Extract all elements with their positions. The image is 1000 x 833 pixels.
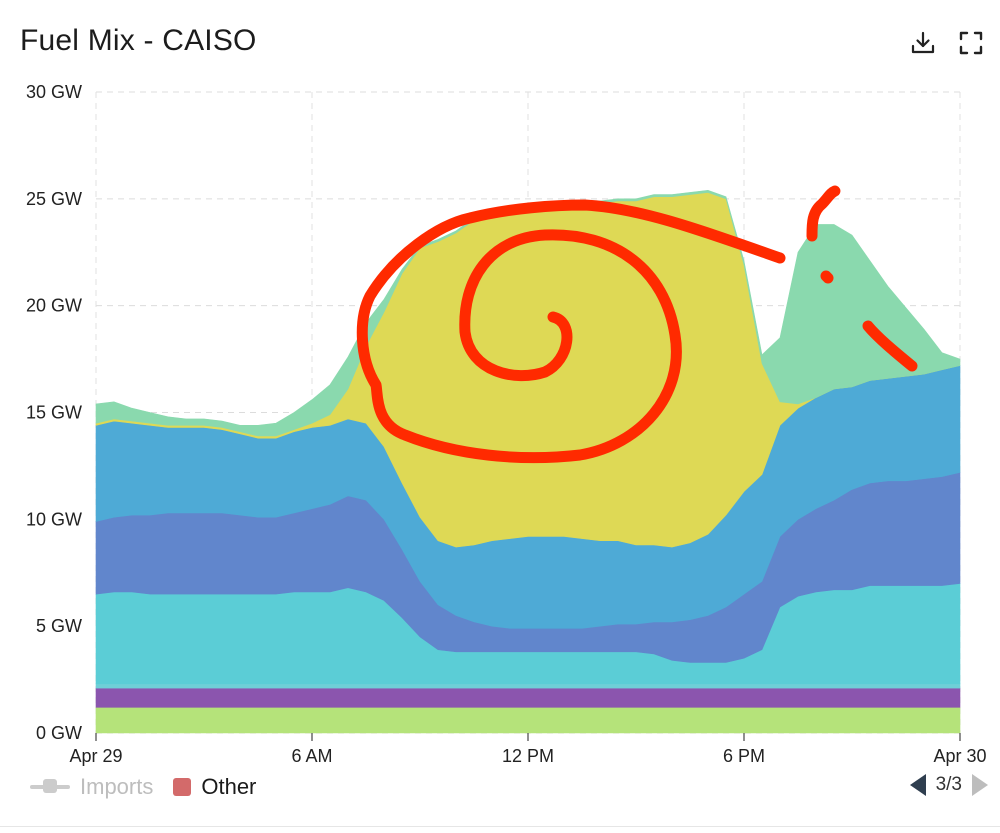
- y-tick-label: 25 GW: [26, 189, 82, 209]
- legend-item-other[interactable]: Other: [173, 774, 256, 800]
- y-tick-label: 5 GW: [36, 616, 82, 636]
- chevron-left-icon[interactable]: [909, 774, 926, 796]
- hand-drawn-annotation: [356, 185, 918, 464]
- legend: Imports Other: [30, 772, 256, 802]
- x-tick-label: Apr 29: [69, 746, 122, 766]
- chart-areas: [95, 189, 961, 734]
- x-tick-label: 6 AM: [291, 746, 332, 766]
- pager-label: 3/3: [935, 774, 962, 795]
- x-axis: Apr 29 6 AM 12 PM 6 PM Apr 30: [69, 733, 987, 766]
- annotation-spiral: [356, 199, 786, 464]
- fullscreen-icon[interactable]: [956, 28, 986, 58]
- fuel-mix-chart: 0 GW 5 GW 10 GW 15 GW 20 GW 25 GW 30 GW Apr 29…: [26, 82, 987, 766]
- y-tick-label: 30 GW: [26, 82, 82, 102]
- legend-label-imports: Imports: [80, 774, 154, 799]
- y-tick-label: 0 GW: [36, 723, 82, 743]
- legend-item-imports[interactable]: Imports: [30, 774, 153, 800]
- annotation-stroke: [862, 320, 918, 372]
- legend-pager: 3/3: [909, 774, 988, 796]
- x-tick-label: 12 PM: [502, 746, 554, 766]
- legend-label-other: Other: [201, 774, 257, 799]
- area-series-8: [95, 189, 961, 437]
- legend-line-icon: [30, 779, 70, 793]
- y-tick-label: 15 GW: [26, 403, 82, 423]
- legend-swatch-icon: [173, 778, 192, 796]
- download-icon[interactable]: [908, 28, 938, 58]
- chart-title: Fuel Mix - CAISO: [20, 24, 257, 57]
- area-series-2: [95, 687, 961, 708]
- area-series-1: [95, 707, 961, 734]
- y-tick-label: 20 GW: [26, 296, 82, 316]
- chevron-right-icon[interactable]: [972, 774, 988, 796]
- y-axis: 0 GW 5 GW 10 GW 15 GW 20 GW 25 GW 30 GW: [26, 82, 82, 743]
- x-tick-label: Apr 30: [933, 746, 986, 766]
- annotation-dot: [820, 270, 834, 284]
- annotation-stroke: [806, 185, 841, 242]
- y-tick-label: 10 GW: [26, 509, 82, 529]
- area-series-3: [95, 683, 961, 689]
- x-tick-label: 6 PM: [723, 746, 765, 766]
